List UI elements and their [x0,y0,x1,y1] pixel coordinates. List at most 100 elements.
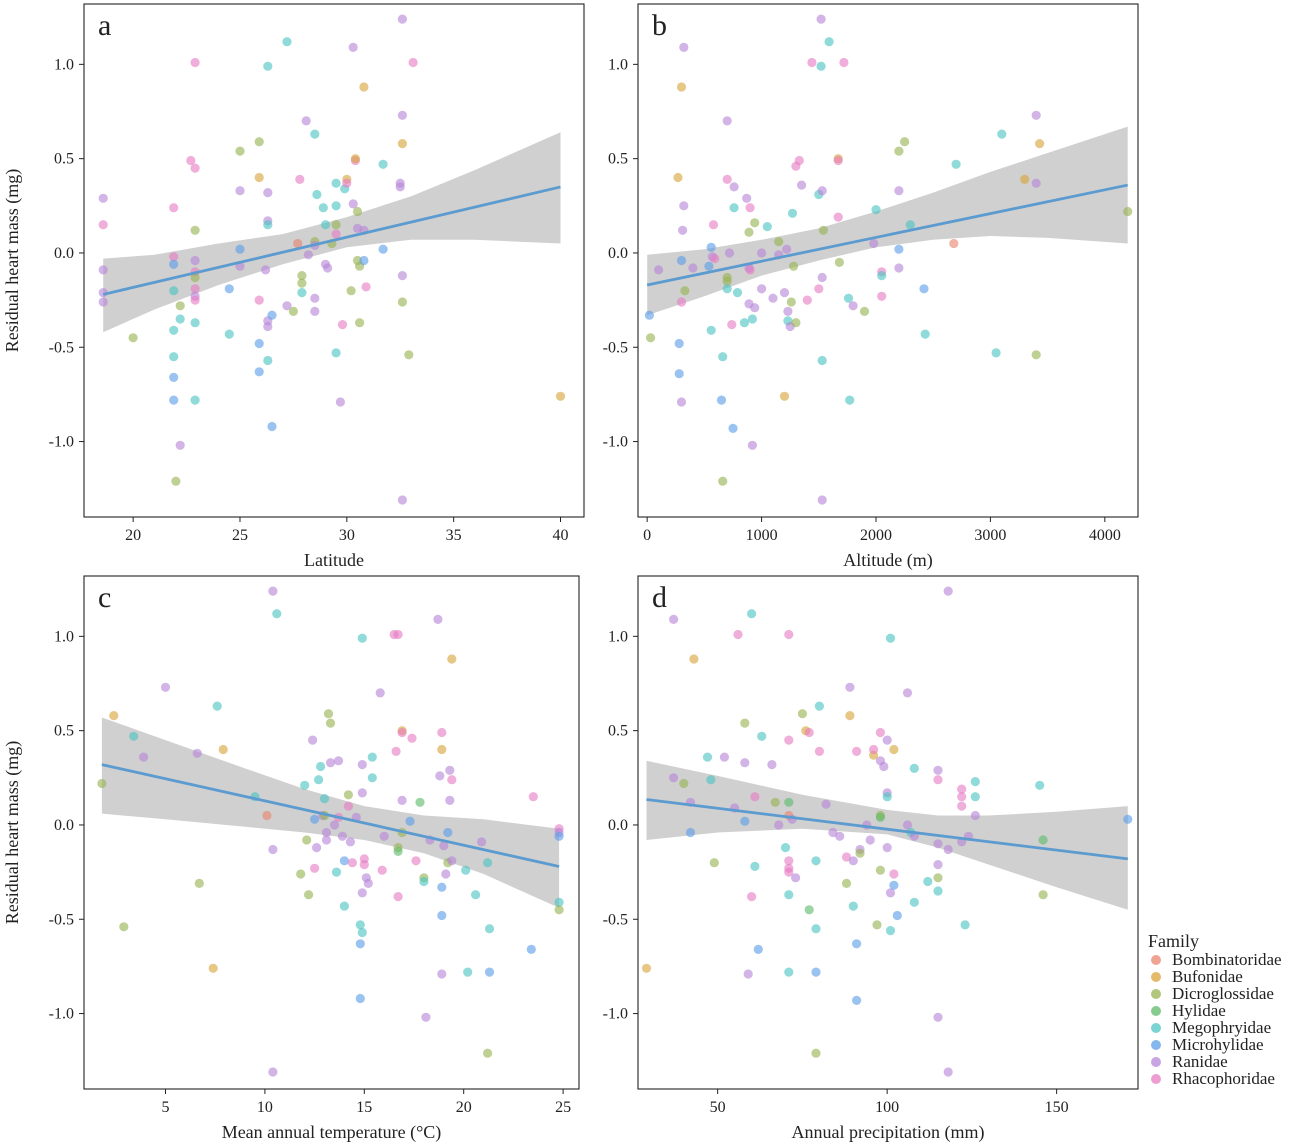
data-point [415,797,425,807]
data-point [821,799,831,809]
data-point [301,116,311,126]
data-point [397,271,407,281]
data-point [991,348,1001,358]
regression-line [646,183,1128,287]
data-point [865,835,875,845]
data-point [483,858,493,868]
data-point [295,174,305,184]
data-point [784,867,794,877]
data-point [169,252,179,262]
data-point [909,763,919,774]
data-point [554,897,564,907]
data-point [445,765,455,775]
y-tick-label: -0.5 [49,911,74,928]
data-point [1031,350,1041,360]
data-point [357,788,367,798]
data-point [254,172,264,183]
data-point [463,967,473,977]
data-point [774,237,784,247]
x-tick-label: 1000 [746,527,778,544]
data-point [98,265,108,275]
data-point [224,284,234,294]
legend-swatch [1151,1023,1161,1033]
x-tick-label: 15 [356,1099,372,1116]
legend-swatch [1151,1074,1161,1084]
data-point [359,860,369,870]
data-point [740,758,750,768]
data-point [310,306,320,316]
data-point [1038,890,1048,900]
data-point [753,944,763,955]
data-point [357,633,367,643]
data-point [817,186,827,196]
data-point [375,688,385,698]
data-point [343,790,353,800]
confidence-band [647,126,1128,316]
data-point [877,291,887,301]
data-point [208,963,218,973]
data-point [421,1012,431,1022]
data-point [933,1012,943,1022]
data-point [949,238,959,249]
data-point [357,888,367,898]
data-point [669,773,679,783]
legend-label: Hylidae [1172,1001,1226,1020]
legend-entry: Bombinatoridae [1151,950,1282,969]
data-point [325,758,336,768]
data-point [437,882,447,892]
data-point [186,155,196,166]
data-point [733,629,743,640]
x-tick-label: 40 [552,527,568,544]
data-point [263,188,273,198]
data-point [190,395,200,405]
legend-title: Family [1148,931,1199,951]
data-point [323,709,334,719]
data-point [397,795,407,806]
data-point [750,303,760,313]
data-point [190,225,200,235]
data-point [641,963,652,973]
data-point [526,944,536,955]
data-point [346,286,356,296]
data-point [339,901,349,911]
data-point [902,688,913,698]
data-point [359,82,369,92]
data-point [879,761,889,772]
data-point [791,318,801,328]
data-point [433,614,443,625]
data-point [767,760,777,770]
data-point [342,178,352,188]
data-point [254,367,264,377]
plot-frame [637,3,1139,518]
data-point [875,727,886,738]
data-point [802,295,812,305]
data-point [254,295,264,305]
legend-label: Bufonidae [1172,967,1243,986]
data-point [296,869,306,879]
confidence-band [101,717,560,908]
plot-frame [83,3,585,518]
data-point [997,129,1007,139]
data-point [743,969,753,979]
data-point [885,633,896,643]
data-point [397,297,407,307]
data-point [1123,206,1133,217]
data-point [839,57,849,68]
data-point [885,888,896,898]
data-point [407,733,417,743]
data-point [1031,178,1041,188]
data-point [859,306,870,316]
panel-d: 50 100 150 -1.0 -0.5 0.0 0.5 1.0 Annual precipit… [603,575,1139,1143]
data-point [484,967,495,977]
data-point [190,318,200,328]
data-point [235,186,245,196]
x-tick-label: 2000 [860,527,892,544]
data-point [892,910,902,921]
data-point [175,301,185,311]
data-point [782,244,792,254]
y-tick-label: -0.5 [603,911,628,928]
data-point [933,886,943,896]
data-point [397,14,407,24]
data-point [1020,174,1030,184]
data-point [314,775,324,785]
